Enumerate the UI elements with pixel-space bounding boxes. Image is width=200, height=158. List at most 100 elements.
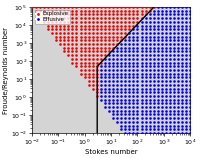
Point (140, 6, 143, 8)
Point (95, 24, 98, 27)
Point (152, 24, 155, 27)
Point (189, 9, 192, 12)
Point (164, 46, 167, 49)
Point (181, 113, 184, 116)
Point (116, 84, 119, 86)
Point (120, 76, 123, 79)
Point (67, 28, 70, 30)
Point (71, 43, 74, 45)
Point (116, 24, 119, 27)
Point (156, 65, 159, 68)
Point (156, 9, 159, 12)
Point (168, 106, 172, 108)
Point (75, 35, 78, 38)
Point (128, 128, 131, 131)
Point (124, 95, 127, 97)
Point (156, 43, 159, 45)
Point (164, 17, 167, 19)
Point (111, 109, 115, 112)
Point (136, 121, 139, 123)
Point (168, 91, 172, 94)
Point (164, 87, 167, 90)
Point (55, 28, 58, 30)
Point (87, 9, 90, 12)
Point (95, 72, 98, 75)
Point (132, 21, 135, 23)
Point (128, 132, 131, 134)
Point (152, 106, 155, 108)
Point (111, 43, 115, 45)
Point (164, 32, 167, 34)
Point (185, 28, 188, 30)
Point (71, 32, 74, 34)
Point (75, 50, 78, 53)
Point (103, 72, 107, 75)
Y-axis label: Froude/Reynolds number: Froude/Reynolds number (3, 27, 9, 113)
Point (168, 24, 172, 27)
Point (55, 32, 58, 34)
Point (164, 106, 167, 108)
Point (91, 32, 94, 34)
Point (95, 65, 98, 68)
Point (152, 65, 155, 68)
Point (128, 13, 131, 16)
Point (128, 69, 131, 71)
Point (148, 106, 151, 108)
Point (124, 106, 127, 108)
Point (116, 6, 119, 8)
Point (95, 95, 98, 97)
Point (79, 43, 82, 45)
Point (152, 95, 155, 97)
Point (181, 9, 184, 12)
Point (156, 50, 159, 53)
Point (124, 128, 127, 131)
Point (160, 128, 163, 131)
Point (176, 32, 180, 34)
Point (136, 58, 139, 60)
Point (107, 109, 111, 112)
Point (83, 28, 86, 30)
Point (181, 132, 184, 134)
Point (79, 72, 82, 75)
Point (181, 61, 184, 64)
Point (144, 113, 147, 116)
Point (160, 121, 163, 123)
Point (144, 35, 147, 38)
Point (99, 98, 102, 101)
Point (172, 113, 176, 116)
Point (95, 9, 98, 12)
Point (91, 35, 94, 38)
Point (189, 35, 192, 38)
Point (136, 132, 139, 134)
Point (116, 21, 119, 23)
Point (160, 61, 163, 64)
Point (124, 54, 127, 56)
Point (120, 72, 123, 75)
Point (67, 35, 70, 38)
Point (95, 39, 98, 42)
Point (160, 87, 163, 90)
Point (189, 91, 192, 94)
Point (91, 17, 94, 19)
Point (181, 84, 184, 86)
Point (185, 80, 188, 82)
Point (148, 6, 151, 8)
Point (144, 128, 147, 131)
Point (136, 91, 139, 94)
Point (164, 65, 167, 68)
Point (103, 24, 107, 27)
Point (99, 21, 102, 23)
Point (185, 17, 188, 19)
Point (63, 46, 66, 49)
Point (156, 6, 159, 8)
Point (107, 58, 111, 60)
Point (176, 9, 180, 12)
Point (107, 50, 111, 53)
Point (83, 17, 86, 19)
Point (83, 46, 86, 49)
Point (140, 98, 143, 101)
Point (172, 50, 176, 53)
Point (87, 72, 90, 75)
Point (83, 32, 86, 34)
Point (91, 9, 94, 12)
